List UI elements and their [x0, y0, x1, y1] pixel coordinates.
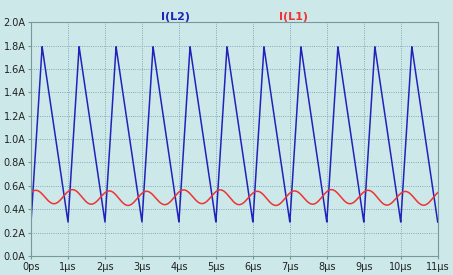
- Text: I(L2): I(L2): [161, 12, 190, 22]
- Text: I(L1): I(L1): [279, 12, 308, 22]
